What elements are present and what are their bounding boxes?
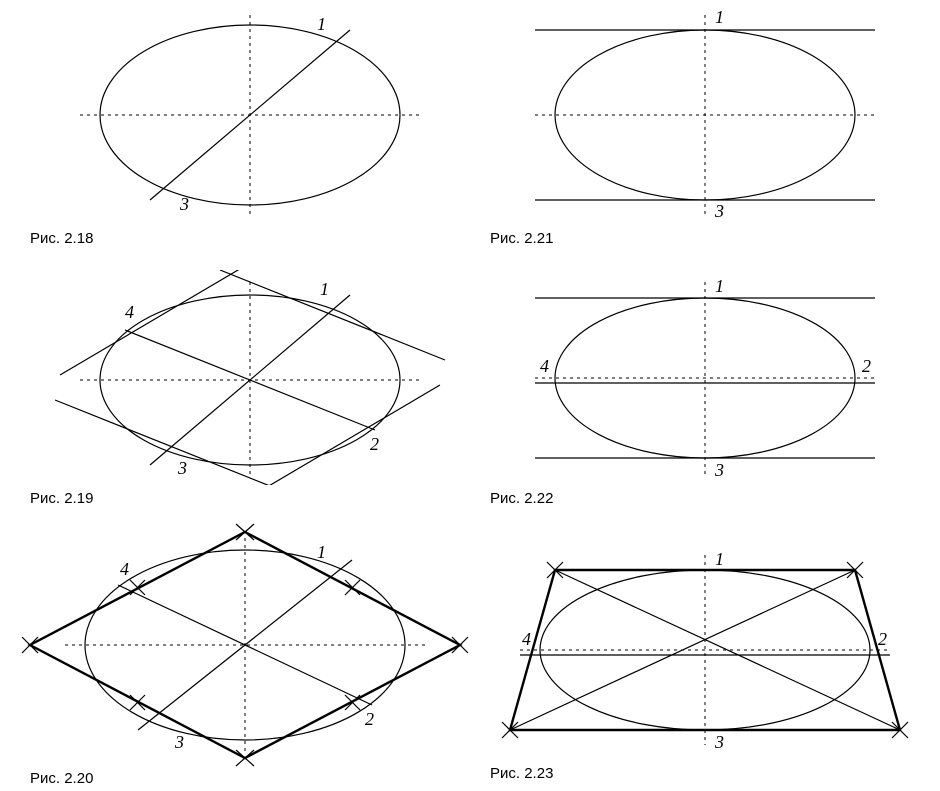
figure-2-20: 1 2 3 4 Рис. 2.20 xyxy=(20,530,470,785)
point-label-4: 4 xyxy=(120,559,129,579)
caption-2-22: Рис. 2.22 xyxy=(490,490,553,507)
point-label-1: 1 xyxy=(317,14,326,34)
point-label-4: 4 xyxy=(125,302,134,322)
figure-2-23: 1 2 3 4 Рис. 2.23 xyxy=(480,545,930,785)
point-label-2: 2 xyxy=(862,356,871,376)
figure-2-23-svg: 1 2 3 4 xyxy=(480,545,930,755)
point-label-1: 1 xyxy=(320,279,329,299)
figure-2-22: 1 2 3 4 Рис. 2.22 xyxy=(490,270,920,505)
caption-2-20: Рис. 2.20 xyxy=(30,770,93,787)
caption-2-23: Рис. 2.23 xyxy=(490,765,553,782)
point-label-3: 3 xyxy=(174,732,184,752)
point-label-1: 1 xyxy=(715,7,724,27)
point-label-4: 4 xyxy=(540,356,549,376)
point-label-3: 3 xyxy=(714,732,724,752)
figure-2-21-svg: 1 3 xyxy=(490,5,920,220)
caption-2-21: Рис. 2.21 xyxy=(490,230,553,247)
figure-2-22-svg: 1 2 3 4 xyxy=(490,270,920,485)
point-label-1: 1 xyxy=(715,549,724,569)
point-label-3: 3 xyxy=(714,201,724,220)
point-label-1: 1 xyxy=(715,276,724,296)
figure-2-20-svg: 1 2 3 4 xyxy=(20,530,470,760)
figure-2-19: 1 2 3 4 Рис. 2.19 xyxy=(30,270,460,505)
point-label-3: 3 xyxy=(177,458,187,478)
caption-2-18: Рис. 2.18 xyxy=(30,230,93,247)
point-label-1: 1 xyxy=(317,542,326,562)
figure-2-21: 1 3 Рис. 2.21 xyxy=(490,5,920,240)
point-label-2: 2 xyxy=(370,434,379,454)
caption-2-19: Рис. 2.19 xyxy=(30,490,93,507)
figure-2-19-svg: 1 2 3 4 xyxy=(30,270,460,485)
figure-2-18: 1 3 Рис. 2.18 xyxy=(30,5,460,240)
point-label-2: 2 xyxy=(365,709,374,729)
point-label-4: 4 xyxy=(522,629,531,649)
point-label-3: 3 xyxy=(714,460,724,480)
point-label-2: 2 xyxy=(878,629,887,649)
figure-2-18-svg: 1 3 xyxy=(30,5,460,220)
point-label-3: 3 xyxy=(179,194,189,214)
